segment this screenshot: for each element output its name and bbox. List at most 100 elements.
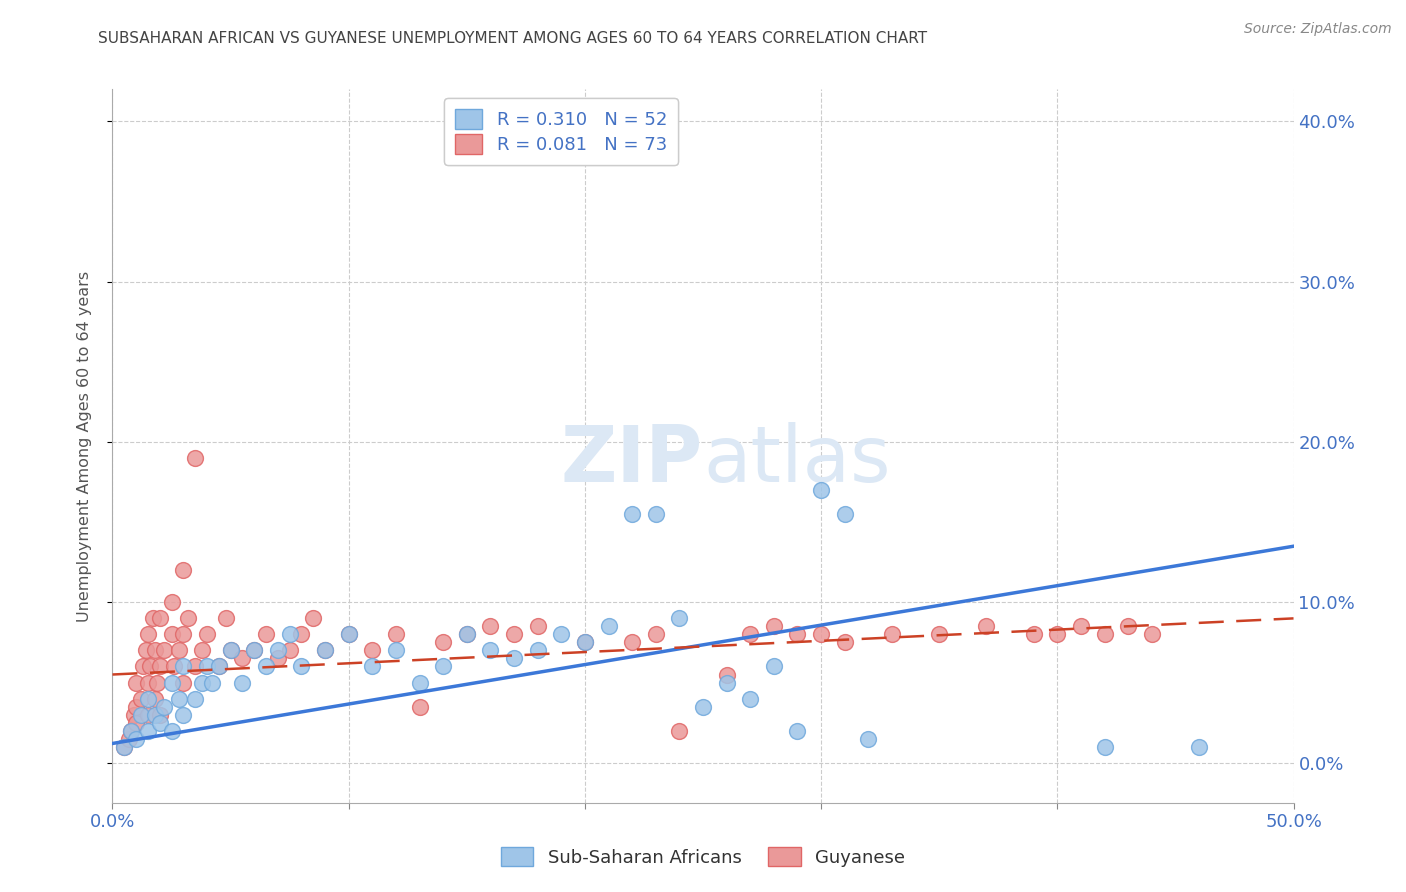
Point	[290, 627, 312, 641]
Point	[302, 611, 325, 625]
Point	[243, 643, 266, 657]
Point	[254, 659, 277, 673]
Point	[243, 643, 266, 657]
Point	[219, 643, 242, 657]
Point	[160, 627, 183, 641]
Point	[125, 699, 148, 714]
Point	[177, 611, 200, 625]
Y-axis label: Unemployment Among Ages 60 to 64 years: Unemployment Among Ages 60 to 64 years	[77, 270, 91, 622]
Point	[432, 659, 454, 673]
Point	[574, 635, 596, 649]
Text: atlas: atlas	[703, 422, 890, 499]
Point	[149, 715, 172, 730]
Point	[456, 627, 478, 641]
Point	[191, 675, 214, 690]
Point	[1046, 627, 1069, 641]
Point	[149, 707, 172, 722]
Point	[118, 731, 141, 746]
Point	[621, 507, 644, 521]
Point	[834, 507, 856, 521]
Point	[408, 699, 430, 714]
Point	[184, 691, 207, 706]
Point	[172, 659, 194, 673]
Point	[574, 635, 596, 649]
Point	[160, 595, 183, 609]
Point	[195, 659, 218, 673]
Point	[153, 643, 176, 657]
Point	[136, 675, 159, 690]
Point	[314, 643, 336, 657]
Point	[120, 723, 142, 738]
Text: Source: ZipAtlas.com: Source: ZipAtlas.com	[1244, 22, 1392, 37]
Point	[762, 659, 785, 673]
Point	[125, 715, 148, 730]
Point	[1094, 739, 1116, 754]
Point	[668, 611, 690, 625]
Point	[740, 691, 762, 706]
Point	[129, 691, 152, 706]
Point	[184, 450, 207, 465]
Point	[160, 675, 183, 690]
Point	[692, 699, 714, 714]
Point	[142, 611, 165, 625]
Point	[201, 675, 224, 690]
Point	[314, 643, 336, 657]
Point	[143, 643, 166, 657]
Point	[479, 619, 502, 633]
Point	[172, 563, 194, 577]
Point	[408, 675, 430, 690]
Point	[644, 627, 666, 641]
Point	[456, 627, 478, 641]
Point	[432, 635, 454, 649]
Point	[143, 691, 166, 706]
Point	[167, 691, 190, 706]
Point	[136, 707, 159, 722]
Point	[786, 627, 808, 641]
Point	[267, 651, 290, 665]
Legend: Sub-Saharan Africans, Guyanese: Sub-Saharan Africans, Guyanese	[494, 840, 912, 874]
Point	[621, 635, 644, 649]
Legend: R = 0.310   N = 52, R = 0.081   N = 73: R = 0.310 N = 52, R = 0.081 N = 73	[444, 98, 678, 165]
Point	[254, 627, 277, 641]
Point	[1116, 619, 1139, 633]
Point	[120, 723, 142, 738]
Point	[858, 731, 880, 746]
Point	[834, 635, 856, 649]
Point	[136, 723, 159, 738]
Point	[479, 643, 502, 657]
Point	[503, 627, 526, 641]
Point	[337, 627, 360, 641]
Point	[231, 675, 253, 690]
Point	[598, 619, 620, 633]
Point	[1094, 627, 1116, 641]
Point	[172, 675, 194, 690]
Point	[976, 619, 998, 633]
Point	[139, 659, 162, 673]
Point	[361, 659, 384, 673]
Point	[215, 611, 238, 625]
Point	[125, 675, 148, 690]
Point	[163, 659, 186, 673]
Point	[149, 611, 172, 625]
Point	[112, 739, 135, 754]
Point	[810, 483, 832, 497]
Point	[880, 627, 903, 641]
Point	[208, 659, 231, 673]
Point	[278, 643, 301, 657]
Point	[1022, 627, 1045, 641]
Point	[810, 627, 832, 641]
Point	[135, 643, 157, 657]
Point	[112, 739, 135, 754]
Point	[1070, 619, 1092, 633]
Point	[125, 731, 148, 746]
Point	[290, 659, 312, 673]
Point	[526, 643, 548, 657]
Point	[668, 723, 690, 738]
Point	[208, 659, 231, 673]
Point	[143, 707, 166, 722]
Point	[716, 675, 738, 690]
Point	[786, 723, 808, 738]
Point	[503, 651, 526, 665]
Point	[122, 707, 145, 722]
Point	[337, 627, 360, 641]
